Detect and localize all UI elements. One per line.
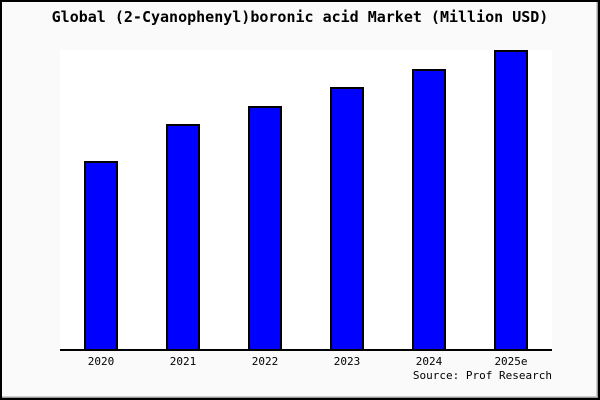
bar-2020: [84, 161, 118, 349]
source-label: Source: Prof Research: [412, 369, 552, 382]
bar-2021: [166, 124, 200, 349]
chart-title: Global (2-Cyanophenyl)boronic acid Marke…: [51, 8, 549, 26]
x-tick-label-2022: 2022: [251, 355, 279, 368]
bar-2025e: [494, 50, 528, 349]
x-axis-labels: 2020 2021 2022 2023 2024 2025e: [60, 355, 552, 368]
bar-2023: [330, 87, 364, 349]
bar-2024: [412, 69, 446, 349]
x-tick-label-2025e: 2025e: [494, 355, 528, 368]
x-tick-label-2021: 2021: [169, 355, 197, 368]
x-tick-label-2020: 2020: [87, 355, 115, 368]
x-tick-label-2024: 2024: [415, 355, 443, 368]
x-tick-label-2023: 2023: [333, 355, 361, 368]
plot-area: [60, 50, 552, 351]
bar-2022: [248, 106, 282, 349]
